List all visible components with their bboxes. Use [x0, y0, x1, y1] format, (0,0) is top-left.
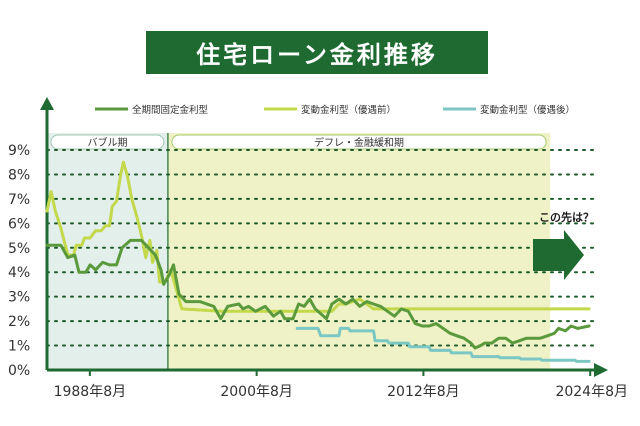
y-tick-label: 4%: [8, 265, 30, 281]
annotation-text: この先は？: [539, 210, 594, 224]
series-line-fixed: [45, 238, 591, 350]
y-tick-label: 8%: [8, 167, 30, 183]
y-tick-label: 1%: [8, 339, 30, 355]
period-label-pill-0: [50, 134, 165, 150]
period-background-1: [167, 133, 551, 370]
y-tick-label: 5%: [8, 241, 30, 257]
legend: 全期間固定金利型 変動金利型（優遇前） 変動金利型（優遇後）: [95, 104, 575, 116]
y-axis-arrowhead: [40, 97, 54, 110]
y-tick-label: 3%: [8, 290, 30, 306]
y-tick-label: 0%: [8, 363, 30, 379]
y-tick-label: 6%: [8, 216, 30, 232]
y-tick-label: 2%: [8, 314, 30, 330]
legend-label-variable-before: 変動金利型（優遇前）: [301, 104, 396, 116]
x-tick-label: 1988年8月: [54, 384, 127, 400]
x-tick-label: 2012年8月: [387, 384, 460, 400]
period-backgrounds: バブル期 デフレ・金融緩和期: [47, 133, 551, 370]
y-tick-label: 9%: [8, 143, 30, 159]
axes: 0% 1% 2% 3% 4% 5% 6% 7% 8% 9% 1988年8月 2000年8月 2012年8…: [8, 97, 628, 400]
legend-label-variable-after: 変動金利型（優遇後）: [480, 104, 575, 116]
series-line-variable-after: [295, 326, 591, 363]
x-axis-arrowhead: [594, 363, 608, 377]
title-banner: 住宅ローン金利推移: [146, 31, 488, 74]
x-tick-label: 2024年8月: [555, 384, 628, 400]
period-label-0: バブル期: [87, 136, 127, 149]
x-tick-label: 2000年8月: [220, 384, 293, 400]
annotation: この先は？: [533, 210, 594, 280]
grid: [46, 149, 597, 347]
y-tick-label: 7%: [8, 192, 30, 208]
chart-title: 住宅ローン金利推移: [196, 41, 438, 69]
series: [45, 160, 591, 363]
legend-label-fixed: 全期間固定金利型: [132, 104, 209, 116]
future-arrow-icon: [533, 230, 584, 280]
period-label-1: デフレ・金融緩和期: [314, 136, 404, 149]
